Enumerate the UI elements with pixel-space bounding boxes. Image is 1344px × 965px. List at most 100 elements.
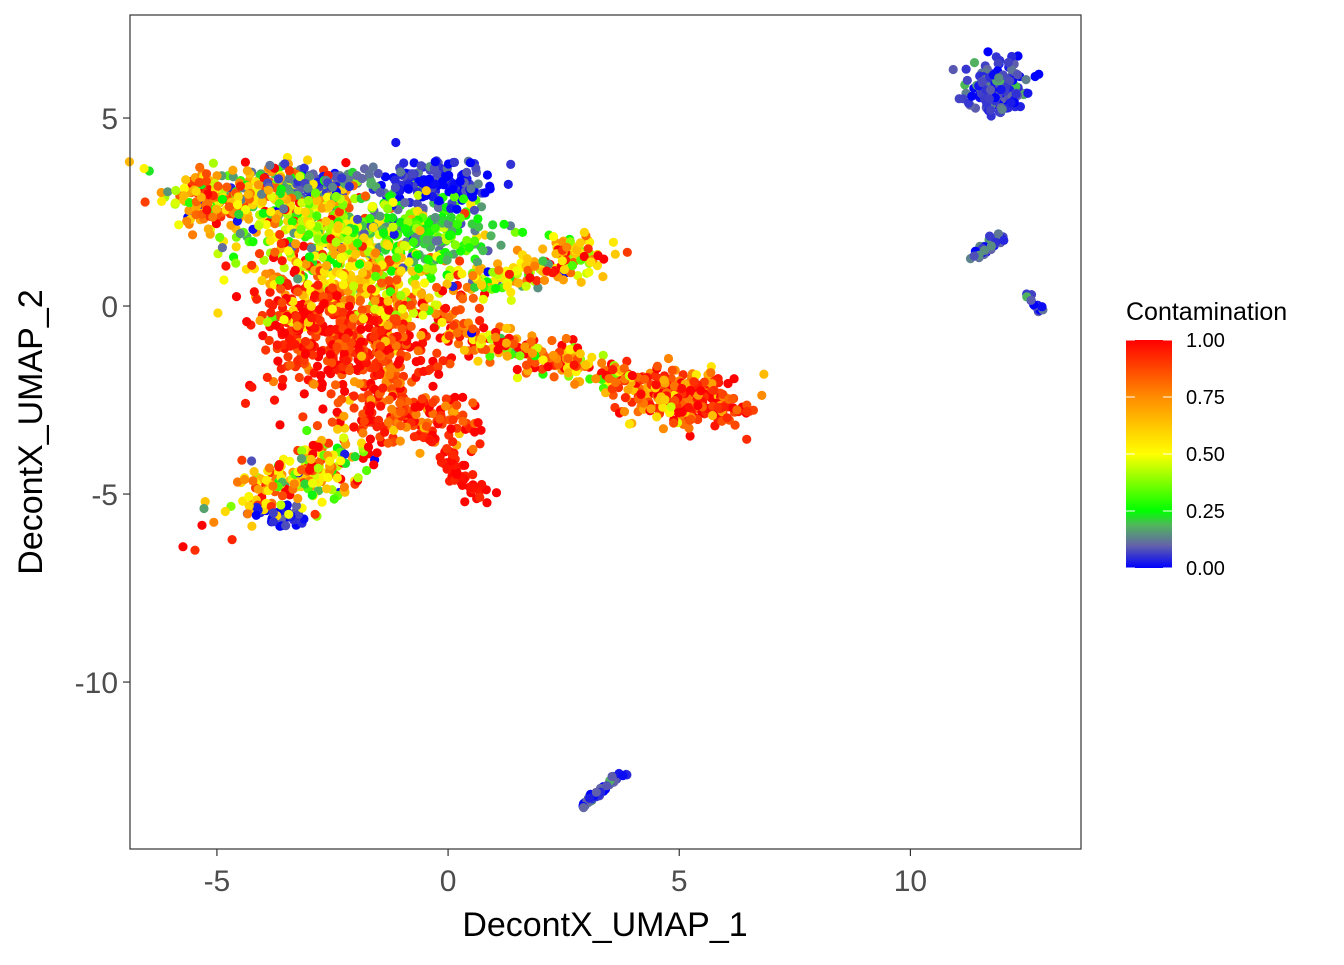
data-point [384, 276, 394, 286]
data-point [587, 352, 597, 362]
data-point [999, 235, 1009, 245]
data-point [542, 266, 552, 276]
data-point [696, 386, 706, 396]
data-point [292, 321, 302, 331]
data-point [445, 359, 455, 369]
data-point [384, 395, 394, 405]
data-point [468, 398, 478, 408]
data-point [296, 454, 307, 464]
data-point [275, 229, 285, 240]
data-point [559, 265, 570, 275]
data-point [231, 292, 242, 302]
data-point [304, 252, 315, 262]
data-point [359, 416, 369, 426]
data-point [501, 338, 511, 348]
data-point [663, 353, 674, 364]
data-point [378, 383, 388, 393]
data-point [321, 216, 331, 226]
data-point [249, 467, 259, 477]
data-point [593, 251, 603, 261]
data-point [300, 349, 311, 359]
data-point [239, 474, 250, 485]
data-point [334, 207, 344, 217]
data-point [475, 492, 485, 502]
data-point [686, 414, 696, 424]
data-point [338, 271, 348, 281]
data-point [336, 456, 346, 466]
data-point [375, 369, 385, 380]
data-point [759, 369, 769, 379]
data-point [403, 184, 413, 194]
data-point [1006, 98, 1016, 108]
data-point [418, 310, 428, 320]
data-point [525, 273, 535, 283]
data-point [358, 268, 368, 278]
data-point [300, 207, 310, 217]
data-point [429, 323, 439, 333]
data-point [352, 214, 363, 224]
data-point [470, 427, 480, 437]
data-point [619, 407, 630, 417]
data-point [279, 315, 289, 325]
data-point [496, 240, 506, 250]
data-point [213, 181, 223, 191]
data-point [450, 240, 460, 250]
data-point [538, 355, 548, 365]
data-point [201, 176, 211, 186]
data-point [262, 372, 272, 382]
data-point [425, 364, 435, 374]
data-point [237, 455, 247, 465]
data-point [608, 365, 618, 375]
data-point [380, 172, 390, 182]
data-point [318, 292, 328, 302]
data-point [280, 159, 290, 169]
data-point [297, 446, 307, 456]
data-point [389, 229, 399, 239]
data-point [224, 202, 234, 212]
data-point [343, 226, 353, 236]
data-point [303, 155, 313, 165]
data-point [199, 503, 209, 514]
data-point [221, 261, 231, 271]
data-point [433, 202, 443, 213]
data-point [713, 402, 723, 413]
data-point [384, 305, 394, 315]
y-axis-title: DecontX_UMAP_2 [12, 289, 50, 574]
data-point [285, 341, 295, 351]
data-point [343, 235, 353, 245]
data-point [268, 481, 278, 491]
data-point [460, 497, 470, 507]
data-point [391, 137, 401, 148]
data-point [283, 246, 293, 256]
data-point [310, 509, 320, 519]
data-point [285, 456, 295, 466]
data-point [318, 404, 328, 414]
data-point [209, 517, 219, 527]
data-point [479, 323, 489, 333]
data-point [996, 85, 1006, 95]
data-point [317, 497, 327, 507]
data-point [300, 336, 311, 347]
data-point [449, 192, 459, 202]
data-point [583, 244, 593, 254]
data-point [408, 237, 418, 247]
data-point [610, 249, 620, 259]
data-point [178, 542, 188, 552]
data-point [226, 220, 236, 230]
data-point [387, 266, 397, 276]
data-point [345, 365, 355, 376]
data-point [380, 427, 390, 437]
data-point [336, 253, 346, 263]
data-point [306, 243, 317, 253]
data-point [677, 407, 687, 417]
data-point [298, 412, 308, 422]
data-point [333, 398, 343, 408]
data-point [261, 345, 271, 355]
data-point [348, 313, 359, 323]
data-point [349, 422, 359, 432]
data-point [396, 217, 406, 227]
data-point [182, 216, 192, 226]
data-point [279, 204, 289, 214]
data-point [280, 328, 290, 338]
data-point [303, 195, 314, 206]
